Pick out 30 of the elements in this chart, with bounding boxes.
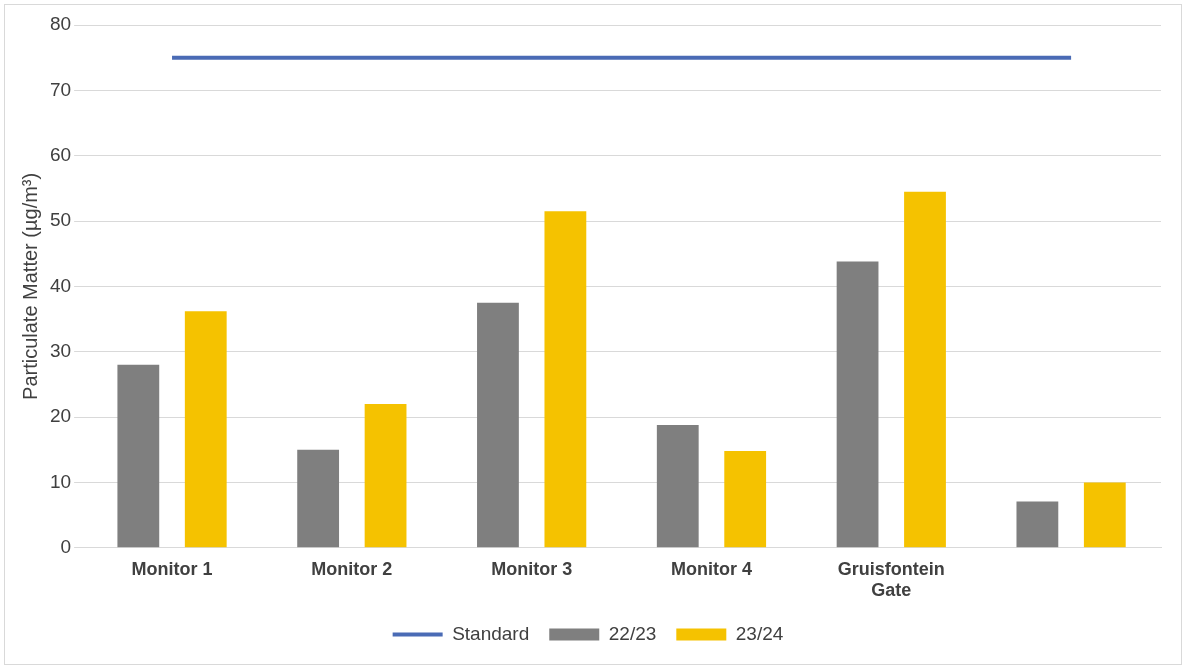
legend-label: 23/24 bbox=[735, 622, 784, 644]
y-tick-label: 10 bbox=[49, 470, 72, 492]
legend-label: Standard bbox=[452, 622, 530, 644]
x-tick-label: Monitor 2 bbox=[311, 558, 393, 579]
bar bbox=[836, 261, 879, 548]
y-tick-label: 60 bbox=[49, 143, 72, 165]
x-tick-label: Monitor 3 bbox=[491, 558, 573, 579]
bar bbox=[1016, 501, 1059, 548]
bar bbox=[477, 302, 519, 548]
y-tick-label: 30 bbox=[49, 339, 72, 361]
legend-label: 22/23 bbox=[608, 622, 657, 644]
bar bbox=[184, 311, 227, 548]
bar bbox=[297, 449, 340, 548]
bar bbox=[724, 451, 767, 548]
bar bbox=[544, 211, 587, 548]
bar bbox=[656, 424, 699, 548]
x-tick-label: Gruisfontein Gate bbox=[837, 558, 945, 601]
bar bbox=[904, 191, 946, 548]
y-tick-label: 80 bbox=[49, 13, 72, 35]
y-tick-label: 20 bbox=[49, 405, 72, 427]
x-tick-label: Monitor 4 bbox=[670, 558, 752, 579]
y-tick-label: 70 bbox=[49, 78, 72, 100]
bar bbox=[1083, 482, 1126, 548]
y-tick-label: 0 bbox=[60, 536, 72, 558]
bar bbox=[364, 404, 407, 548]
y-tick-label: 40 bbox=[49, 274, 72, 296]
x-tick-label: Monitor 1 bbox=[131, 558, 213, 579]
y-axis-title: Particulate Matter (µg/m³) bbox=[18, 172, 41, 400]
y-tick-label: 50 bbox=[49, 209, 72, 231]
bar bbox=[117, 364, 160, 548]
